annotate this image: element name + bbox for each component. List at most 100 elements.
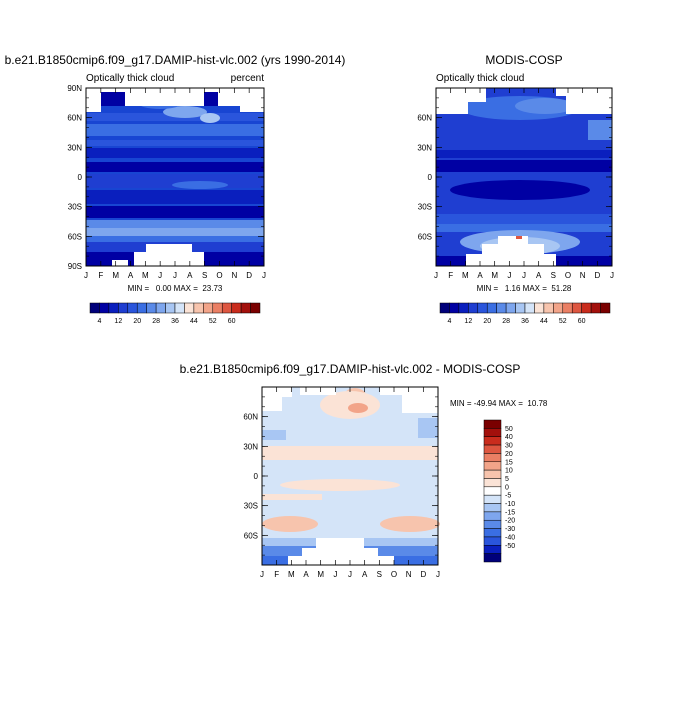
colorbar-label: -5 xyxy=(505,493,511,500)
colorbar-swatch xyxy=(250,302,261,314)
colorbar-label: -20 xyxy=(505,518,515,525)
colorbar-label: 40 xyxy=(505,434,513,441)
colorbar-swatch xyxy=(483,511,502,521)
x-tick-label: J xyxy=(436,570,440,579)
colorbar-swatch xyxy=(468,302,479,314)
colorbar-swatch xyxy=(483,486,502,496)
x-tick-label: A xyxy=(362,570,368,579)
colorbar-label: 20 xyxy=(133,318,141,325)
x-tick-label: J xyxy=(260,570,264,579)
x-tick-label: N xyxy=(580,271,586,280)
y-tick-label: 0 xyxy=(254,472,259,481)
y-tick-label: 60N xyxy=(67,114,82,123)
colorbar-swatch xyxy=(483,444,502,454)
colorbar-swatch xyxy=(483,545,502,554)
colorbar-label: 15 xyxy=(505,459,513,466)
colorbar-label: 52 xyxy=(559,318,567,325)
y-tick-label: 30S xyxy=(418,203,432,212)
y-tick-label: 60S xyxy=(244,531,258,540)
colorbar-swatch xyxy=(524,302,535,314)
colorbar-label: 36 xyxy=(171,318,179,325)
x-tick-label: A xyxy=(477,271,483,280)
colorbar-swatch xyxy=(89,302,100,314)
colorbar-swatch xyxy=(590,302,601,314)
y-tick-label: 0 xyxy=(428,173,433,182)
x-tick-label: M xyxy=(491,271,498,280)
panel-model: b.e21.B1850cmip6.f09_g17.DAMIP-hist-vlc.… xyxy=(5,53,346,325)
panel-model-cap xyxy=(101,92,218,106)
x-tick-label: D xyxy=(246,271,252,280)
colorbar-label: 0 xyxy=(505,484,509,491)
colorbar-swatch xyxy=(483,519,502,529)
colorbar-label: 20 xyxy=(483,318,491,325)
y-tick-label: 30S xyxy=(244,502,258,511)
x-tick-label: A xyxy=(303,570,309,579)
x-tick-label: J xyxy=(522,271,526,280)
colorbar-label: 5 xyxy=(505,476,509,483)
y-tick-label: 30N xyxy=(417,143,432,152)
x-tick-label: J xyxy=(348,570,352,579)
colorbar-swatch xyxy=(108,302,119,314)
x-tick-label: J xyxy=(507,271,511,280)
colorbar-swatch xyxy=(534,302,545,314)
panel-obs-subtitle-left: Optically thick cloud xyxy=(436,73,524,84)
x-tick-label: A xyxy=(187,271,193,280)
colorbar-swatch xyxy=(483,553,502,563)
colorbar-label: -10 xyxy=(505,501,515,508)
x-tick-label: O xyxy=(216,271,222,280)
colorbar-swatch xyxy=(581,302,592,314)
y-tick-label: 90S xyxy=(68,262,82,271)
panel-obs-title: MODIS-COSP xyxy=(485,53,562,67)
colorbar-swatch xyxy=(496,302,507,314)
colorbar-label: 36 xyxy=(521,318,529,325)
x-tick-label: N xyxy=(231,271,237,280)
colorbar-swatch xyxy=(146,302,157,314)
colorbar-label: 44 xyxy=(190,318,198,325)
x-tick-label: F xyxy=(274,570,279,579)
colorbar-label: -50 xyxy=(505,543,515,550)
x-tick-label: M xyxy=(112,271,119,280)
x-tick-label: J xyxy=(434,271,438,280)
x-tick-label: J xyxy=(262,271,266,280)
x-tick-label: M xyxy=(142,271,149,280)
panel-obs-missing xyxy=(436,88,612,266)
colorbar-swatch xyxy=(483,536,502,546)
panel-diff: b.e21.B1850cmip6.f09_g17.DAMIP-hist-vlc.… xyxy=(180,362,548,579)
x-tick-label: J xyxy=(84,271,88,280)
colorbar-label: 20 xyxy=(505,451,513,458)
colorbar-swatch xyxy=(483,453,502,463)
x-tick-label: D xyxy=(594,271,600,280)
colorbar-label: 44 xyxy=(540,318,548,325)
colorbar-label: 4 xyxy=(447,318,451,325)
colorbar-swatch xyxy=(136,302,147,314)
panel-obs: MODIS-COSP Optically thick cloud xyxy=(417,53,614,325)
colorbar-swatch xyxy=(600,302,611,314)
x-tick-label: S xyxy=(377,570,382,579)
colorbar-swatch xyxy=(212,302,223,314)
y-tick-label: 90N xyxy=(67,84,82,93)
colorbar-swatch xyxy=(483,469,502,479)
colorbar-swatch xyxy=(155,302,166,314)
colorbar-label: 60 xyxy=(578,318,586,325)
colorbar-label: 52 xyxy=(209,318,217,325)
colorbar-label: 10 xyxy=(505,468,513,475)
colorbar-swatch xyxy=(515,302,526,314)
colorbar-label: 12 xyxy=(464,318,472,325)
panel-diff-title: b.e21.B1850cmip6.f09_g17.DAMIP-hist-vlc.… xyxy=(180,362,521,376)
colorbar-swatch xyxy=(449,302,460,314)
x-tick-label: A xyxy=(536,271,542,280)
colorbar-swatch xyxy=(505,302,516,314)
colorbar-label: 4 xyxy=(97,318,101,325)
colorbar-swatch xyxy=(553,302,564,314)
colorbar-swatch xyxy=(483,478,502,488)
colorbar-swatch xyxy=(193,302,204,314)
y-tick-label: 30N xyxy=(243,442,258,451)
x-tick-label: F xyxy=(98,271,103,280)
y-tick-label: 0 xyxy=(78,173,83,182)
colorbar-swatch xyxy=(174,302,185,314)
panel-obs-hotspot xyxy=(516,236,522,239)
x-tick-label: D xyxy=(420,570,426,579)
